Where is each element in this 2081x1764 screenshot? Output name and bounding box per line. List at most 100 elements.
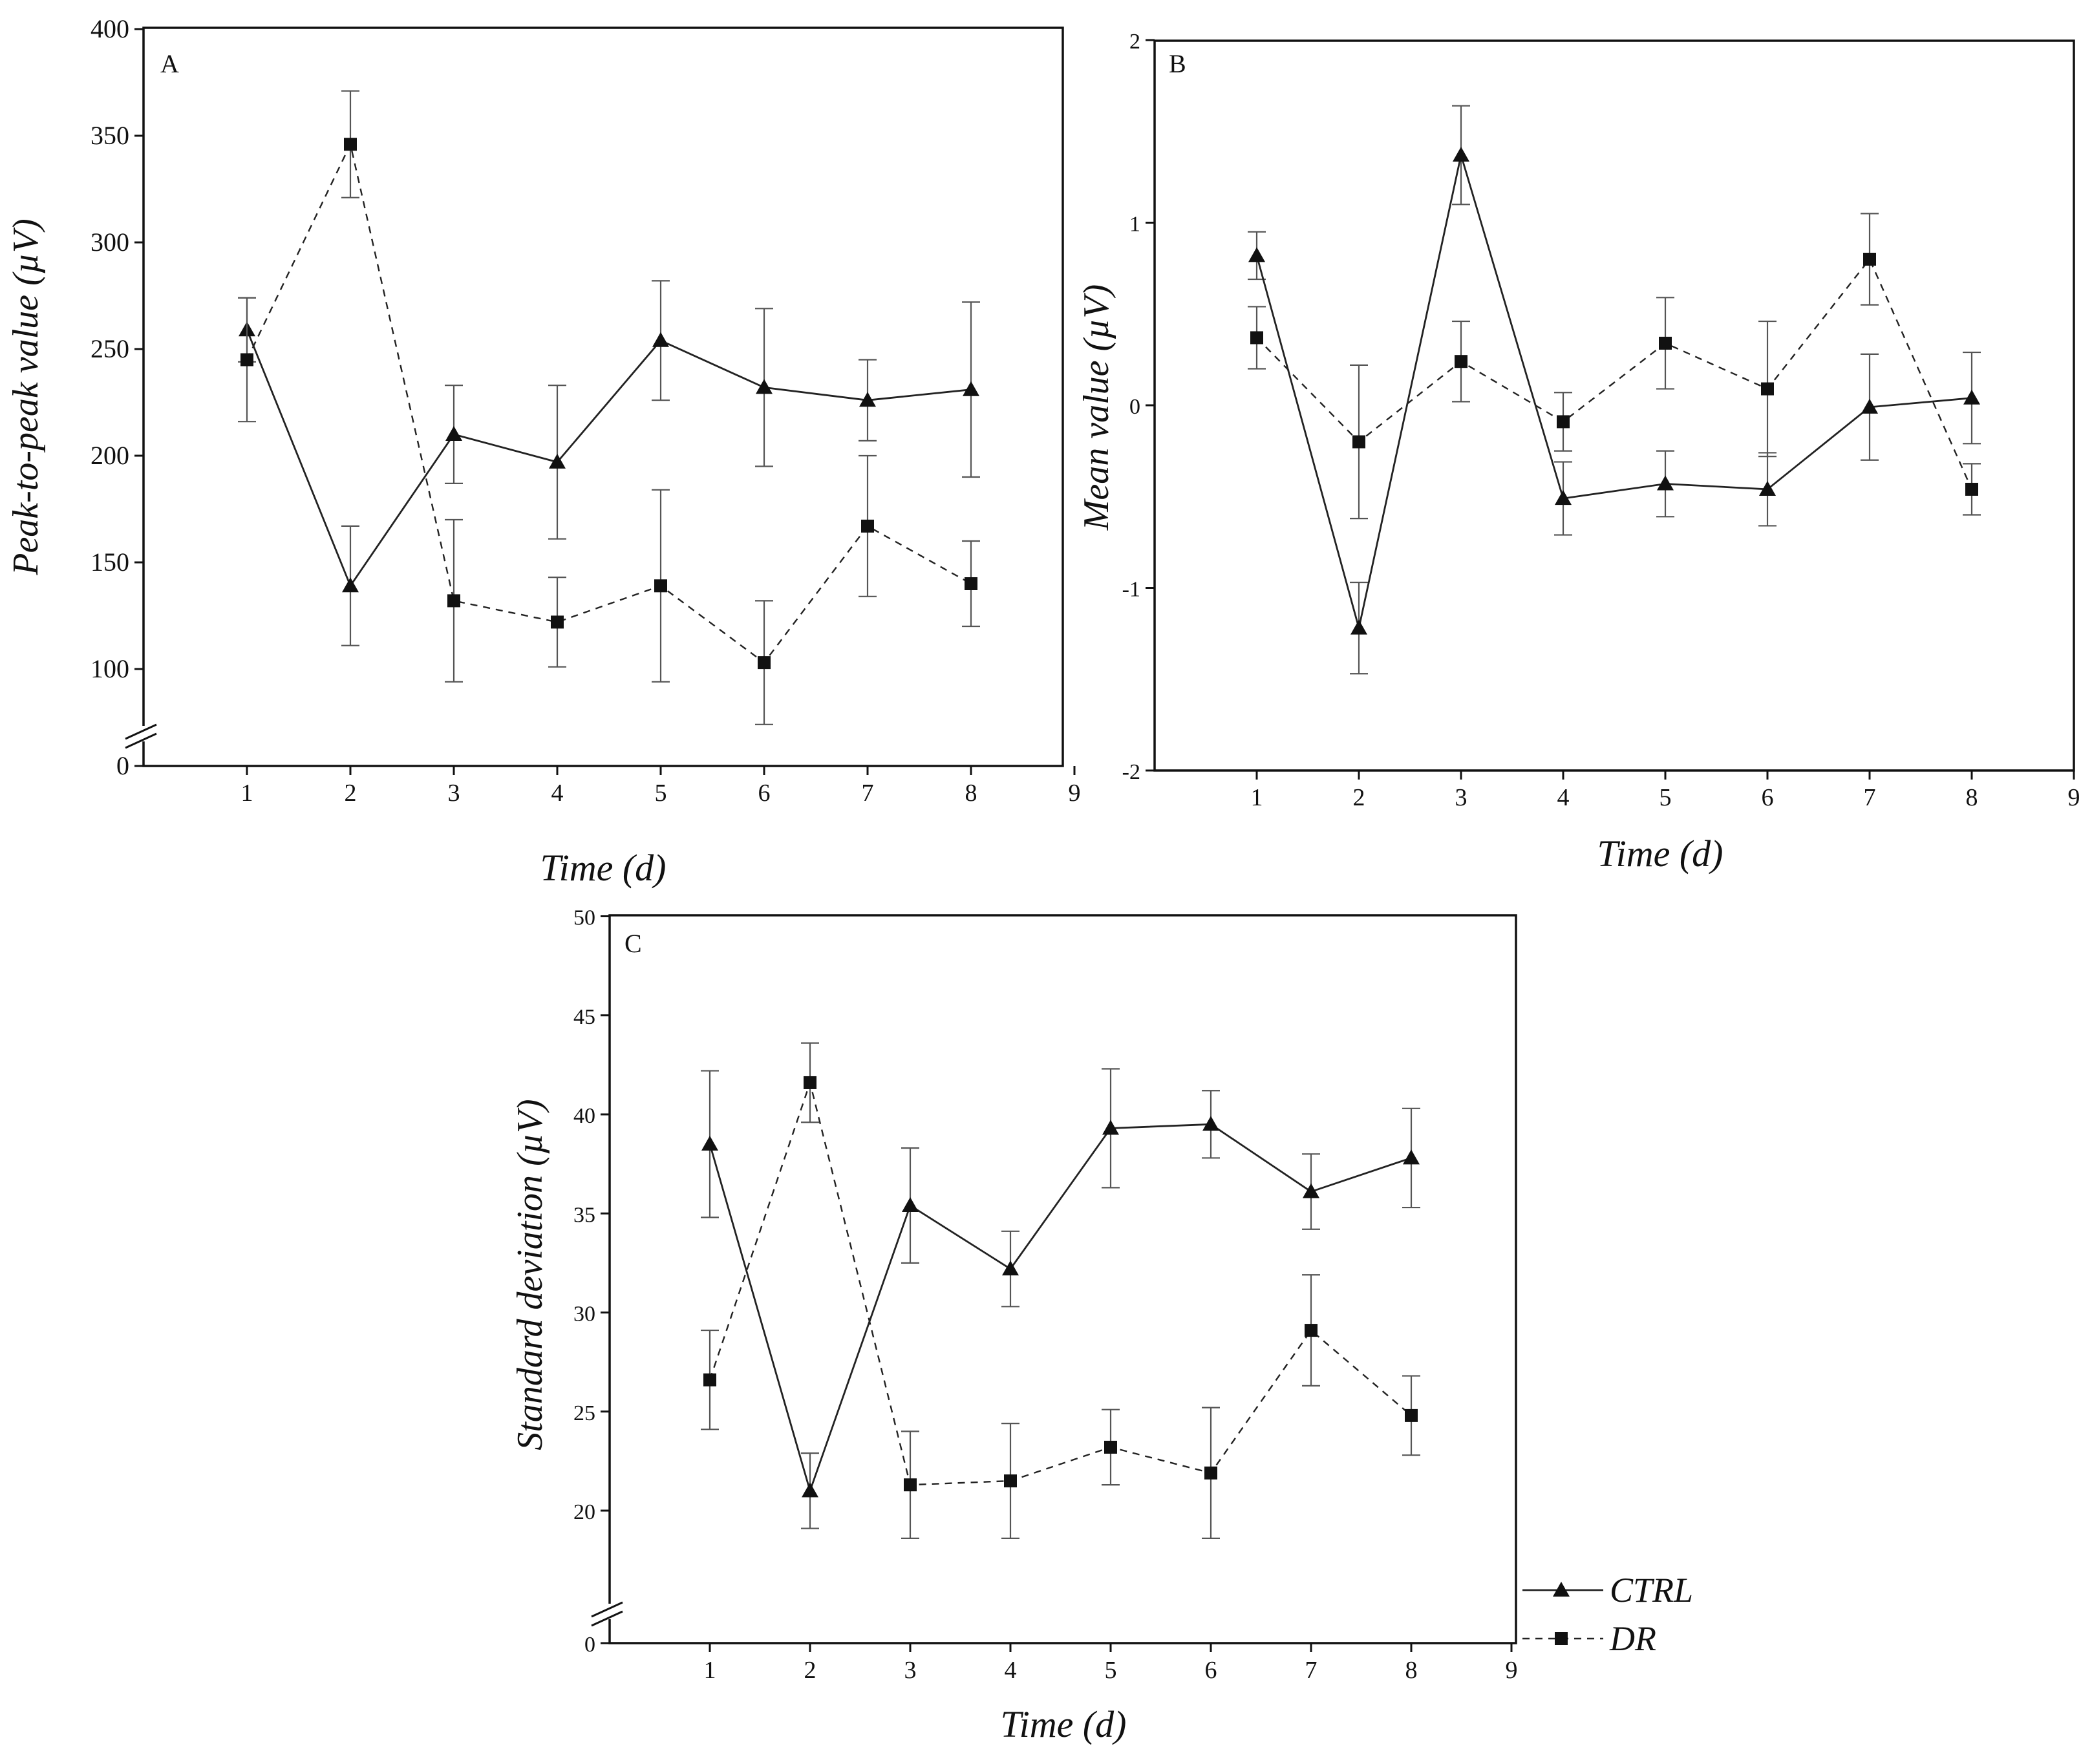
x-tick-label: 3	[904, 1657, 917, 1684]
x-tick-label: 9	[1506, 1657, 1518, 1684]
data-point-dr	[654, 579, 667, 593]
panel-a: 1 2 3 4 5 6 7 8 9 0 100 150 200 250 300 350 400 A Time (d)…	[6, 14, 1081, 889]
legend-marker-dr	[1555, 1632, 1568, 1645]
x-tick-label: 1	[704, 1657, 716, 1684]
y-tick-label: 35	[573, 1203, 595, 1227]
legend-marker-ctrl	[1553, 1582, 1570, 1597]
x-tick-label: 4	[1557, 784, 1570, 811]
panel-letter: B	[1169, 49, 1186, 78]
data-point-dr	[1965, 482, 1978, 496]
x-axis-label: Time (d)	[1001, 1703, 1127, 1745]
data-point-dr	[1405, 1408, 1418, 1422]
y-tick-label: 300	[91, 228, 129, 257]
x-tick-label: 3	[448, 780, 460, 807]
data-point-dr	[1204, 1466, 1217, 1480]
x-axis-label: Time (d)	[1597, 833, 1723, 875]
data-point-ctrl	[1555, 490, 1572, 505]
x-tick-label: 8	[1405, 1657, 1418, 1684]
data-point-dr	[240, 353, 253, 367]
data-point-ctrl	[1759, 480, 1776, 496]
x-tick-label: 6	[758, 780, 771, 807]
data-point-dr	[1557, 415, 1570, 429]
data-point-ctrl	[1002, 1260, 1019, 1276]
data-point-ctrl	[902, 1196, 919, 1212]
y-tick-label: 25	[573, 1401, 595, 1425]
legend-label-ctrl: CTRL	[1610, 1571, 1693, 1610]
y-axis-label: Peak-to-peak value (µV)	[6, 218, 46, 576]
x-tick-label: 1	[241, 780, 253, 807]
data-point-dr	[1104, 1440, 1117, 1454]
x-tick-label: 6	[1762, 784, 1774, 811]
series-dr	[701, 1042, 1420, 1540]
data-point-dr	[1455, 355, 1467, 368]
data-point-dr	[1004, 1474, 1017, 1488]
data-point-ctrl	[701, 1135, 718, 1151]
x-tick-label: 3	[1455, 784, 1467, 811]
series-line-dr	[1256, 257, 1973, 490]
x-tick-label: 2	[1353, 784, 1365, 811]
data-point-ctrl	[859, 392, 876, 407]
data-point-dr	[1352, 435, 1365, 449]
data-point-ctrl	[652, 332, 669, 347]
data-point-ctrl	[1303, 1183, 1319, 1198]
data-point-dr	[1305, 1324, 1318, 1337]
panel-letter: A	[160, 49, 179, 78]
y-tick-label: 250	[91, 334, 129, 363]
series-ctrl	[701, 1068, 1420, 1529]
x-tick-label: 9	[1069, 780, 1081, 807]
axis-break-mark	[591, 1610, 623, 1627]
y-tick-label: 100	[91, 654, 129, 683]
x-axis-label: Time (d)	[540, 847, 667, 889]
data-point-ctrl	[1350, 619, 1367, 635]
y-tick-label: 200	[91, 441, 129, 470]
y-tick-label: 2	[1129, 30, 1140, 54]
plot-frame	[608, 914, 1517, 1644]
x-tick-label: 8	[965, 780, 977, 807]
data-point-dr	[1659, 336, 1672, 350]
data-point-dr	[703, 1373, 716, 1387]
x-tick-label: 7	[862, 780, 874, 807]
data-point-ctrl	[1657, 475, 1674, 491]
x-tick-label: 4	[551, 780, 564, 807]
data-point-dr	[758, 656, 771, 670]
panel-letter: C	[624, 929, 642, 958]
y-tick-label: 350	[91, 121, 129, 150]
plot-frame	[1153, 39, 2075, 772]
series-line-ctrl	[1255, 154, 1972, 629]
data-point-ctrl	[549, 453, 566, 469]
x-tick-label: 1	[1251, 784, 1263, 811]
y-axis-label: Standard deviation (µV)	[510, 1099, 550, 1450]
series-dr	[1248, 213, 1981, 520]
data-point-dr	[344, 138, 357, 151]
x-tick-label: 4	[1005, 1657, 1017, 1684]
data-point-dr	[1761, 382, 1774, 396]
series-line-dr	[709, 1079, 1412, 1486]
data-point-dr	[1863, 253, 1876, 266]
x-tick-label: 7	[1864, 784, 1876, 811]
y-tick-label: 150	[91, 547, 129, 577]
data-point-ctrl	[1403, 1149, 1420, 1165]
series-dr	[238, 90, 980, 725]
y-tick-label: 50	[573, 906, 595, 930]
data-point-ctrl	[342, 577, 359, 593]
y-tick-label: -2	[1122, 760, 1140, 784]
data-point-ctrl	[756, 379, 773, 394]
series-line-ctrl	[246, 329, 972, 588]
series-ctrl	[1248, 105, 1981, 675]
series-ctrl	[238, 280, 980, 646]
x-tick-label: 5	[1105, 1657, 1117, 1684]
data-point-ctrl	[1102, 1120, 1119, 1135]
x-tick-label: 7	[1305, 1657, 1318, 1684]
axis-break-mark	[591, 1601, 623, 1618]
y-tick-label: 0	[116, 751, 129, 780]
axis-break-mark	[125, 732, 157, 749]
legend-label-dr: DR	[1609, 1619, 1656, 1658]
plot-frame	[142, 27, 1064, 767]
data-point-ctrl	[445, 426, 462, 441]
data-point-dr	[861, 519, 874, 533]
x-tick-label: 9	[2068, 784, 2080, 811]
data-point-ctrl	[1202, 1116, 1219, 1131]
x-tick-label: 6	[1205, 1657, 1217, 1684]
